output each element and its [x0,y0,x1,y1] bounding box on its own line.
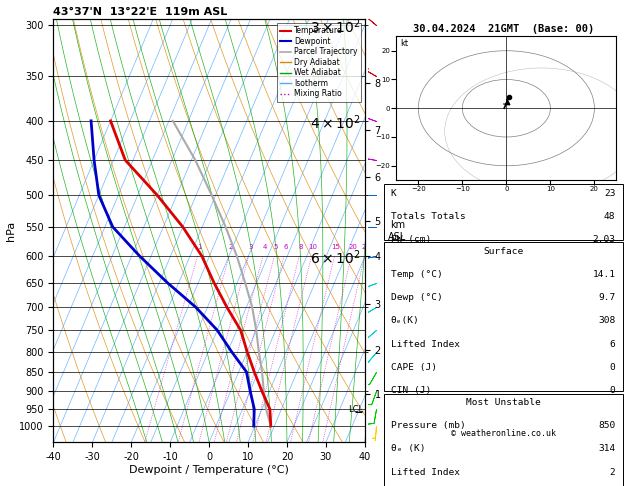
Text: 25: 25 [362,244,370,250]
Text: 30.04.2024  21GMT  (Base: 00): 30.04.2024 21GMT (Base: 00) [413,24,594,34]
Text: 0: 0 [610,363,616,372]
Y-axis label: hPa: hPa [6,221,16,241]
Text: 48: 48 [604,212,616,221]
Text: Pressure (mb): Pressure (mb) [391,421,465,430]
Text: 308: 308 [598,316,616,326]
Text: Surface: Surface [483,247,523,256]
Text: θₑ (K): θₑ (K) [391,444,425,453]
Text: 43°37'N  13°22'E  119m ASL: 43°37'N 13°22'E 119m ASL [53,7,228,17]
Text: 4: 4 [262,244,267,250]
Text: 2.03: 2.03 [593,235,616,244]
Text: 8: 8 [299,244,303,250]
Text: 23: 23 [604,189,616,198]
Text: Lifted Index: Lifted Index [391,340,460,349]
X-axis label: Dewpoint / Temperature (°C): Dewpoint / Temperature (°C) [129,465,289,475]
Text: 3: 3 [248,244,252,250]
Text: Totals Totals: Totals Totals [391,212,465,221]
Text: Temp (°C): Temp (°C) [391,270,443,279]
Text: 14.1: 14.1 [593,270,616,279]
Text: 314: 314 [598,444,616,453]
Legend: Temperature, Dewpoint, Parcel Trajectory, Dry Adiabat, Wet Adiabat, Isotherm, Mi: Temperature, Dewpoint, Parcel Trajectory… [277,23,361,102]
Text: 850: 850 [598,421,616,430]
Text: 5: 5 [274,244,278,250]
Text: © weatheronline.co.uk: © weatheronline.co.uk [451,429,555,438]
Text: 9.7: 9.7 [598,293,616,302]
Text: PW (cm): PW (cm) [391,235,431,244]
Text: Most Unstable: Most Unstable [466,398,540,407]
Text: LCL: LCL [348,405,364,414]
Text: Dewp (°C): Dewp (°C) [391,293,443,302]
Text: 6: 6 [610,340,616,349]
Text: 2: 2 [228,244,233,250]
Text: 6: 6 [283,244,287,250]
Text: CAPE (J): CAPE (J) [391,363,437,372]
Text: 1: 1 [197,244,201,250]
Text: θₑ(K): θₑ(K) [391,316,420,326]
Text: K: K [391,189,397,198]
Text: 0: 0 [610,386,616,395]
Text: 10: 10 [308,244,318,250]
Text: 2: 2 [610,468,616,477]
Text: CIN (J): CIN (J) [391,386,431,395]
Y-axis label: km
ASL: km ASL [388,220,406,242]
Text: Lifted Index: Lifted Index [391,468,460,477]
Text: kt: kt [401,39,409,48]
Text: 20: 20 [348,244,357,250]
Text: 15: 15 [331,244,340,250]
